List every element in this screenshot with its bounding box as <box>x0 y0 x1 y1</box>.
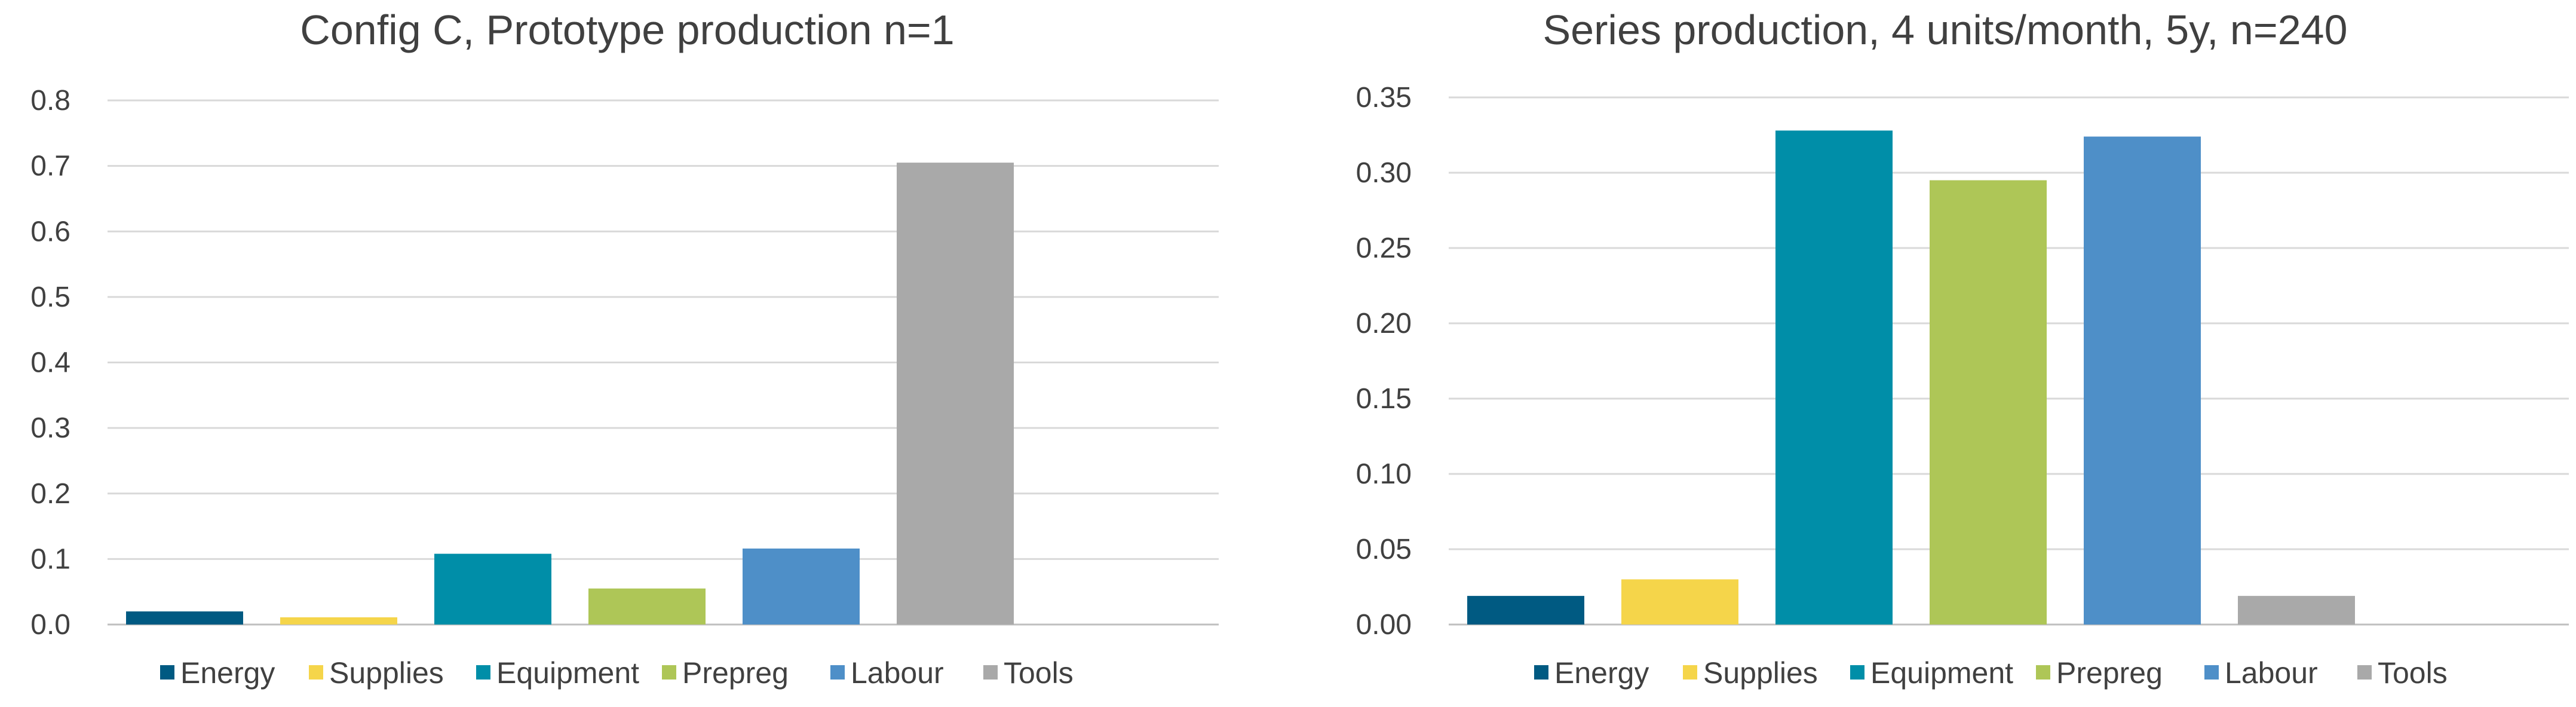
legend-swatch <box>1683 665 1697 680</box>
bar-labour <box>2084 136 2201 625</box>
chart-panel-prototype: Config C, Prototype production n=1 0.0 0.… <box>0 0 1255 707</box>
y-tick-label: 0.1 <box>30 543 70 575</box>
y-tick-label: 0.10 <box>1356 458 1412 490</box>
legend-label: Prepreg <box>2056 656 2163 690</box>
y-tick-label: 0.5 <box>30 281 70 313</box>
bar-prepreg <box>588 588 706 625</box>
y-tick-label: 0.35 <box>1356 82 1412 114</box>
y-tick-label: 0.3 <box>30 412 70 444</box>
legend-swatch <box>2036 665 2050 680</box>
legend-label: Energy <box>180 656 275 690</box>
legend-label: Prepreg <box>682 656 789 690</box>
legend-label: Equipment <box>496 656 639 690</box>
legend-label: Labour <box>2225 656 2318 690</box>
legend-label: Tools <box>2378 656 2448 690</box>
bar-equipment <box>1775 130 1893 625</box>
y-tick-label: 0.20 <box>1356 308 1412 339</box>
y-tick-label: 0.7 <box>30 151 70 182</box>
y-tick-label: 0.25 <box>1356 232 1412 264</box>
bar-labour <box>743 548 860 625</box>
bar-supplies <box>1621 579 1738 625</box>
legend-swatch <box>983 665 998 680</box>
chart-title: Series production, 4 units/month, 5y, n=… <box>1542 7 2348 53</box>
bar-chart-prototype: 0.0 0.1 0.2 0.3 0.4 0.5 0.6 0.7 0.8 Energy Supplie… <box>30 85 1219 690</box>
legend-swatch <box>309 665 323 680</box>
y-tick-label: 0.00 <box>1356 609 1412 641</box>
bar-energy <box>1467 596 1584 625</box>
y-tick-label: 0.8 <box>30 85 70 117</box>
legend-label: Tools <box>1004 656 1074 690</box>
bar-tools <box>2238 596 2355 625</box>
legend-swatch <box>160 665 174 680</box>
legend-swatch <box>1534 665 1548 680</box>
legend-swatch <box>1850 665 1864 680</box>
y-tick-label: 0.4 <box>30 347 70 379</box>
legend-label: Equipment <box>1870 656 2013 690</box>
bar-equipment <box>434 553 551 625</box>
chart-title: Config C, Prototype production n=1 <box>300 7 955 53</box>
legend-swatch <box>830 665 845 680</box>
legend-swatch <box>2204 665 2219 680</box>
legend-label: Supplies <box>1703 656 1818 690</box>
y-tick-label: 0.30 <box>1356 157 1412 189</box>
legend-label: Energy <box>1554 656 1649 690</box>
legend-label: Labour <box>851 656 944 690</box>
y-tick-label: 0.2 <box>30 478 70 510</box>
bar-chart-series: 0.00 0.05 0.10 0.15 0.20 0.25 0.30 0.35 Energy Su… <box>1356 82 2569 690</box>
bar-prepreg <box>1930 180 2047 625</box>
y-tick-label: 0.05 <box>1356 534 1412 565</box>
bar-energy <box>126 611 243 625</box>
y-tick-label: 0.0 <box>30 609 70 641</box>
bar-tools <box>897 163 1014 625</box>
legend-swatch <box>476 665 490 680</box>
bar-supplies <box>280 617 397 625</box>
legend-swatch <box>662 665 676 680</box>
y-tick-label: 0.6 <box>30 216 70 247</box>
chart-panel-series: Series production, 4 units/month, 5y, n=… <box>1314 0 2576 707</box>
legend-label: Supplies <box>329 656 444 690</box>
y-tick-label: 0.15 <box>1356 383 1412 415</box>
legend-swatch <box>2357 665 2372 680</box>
